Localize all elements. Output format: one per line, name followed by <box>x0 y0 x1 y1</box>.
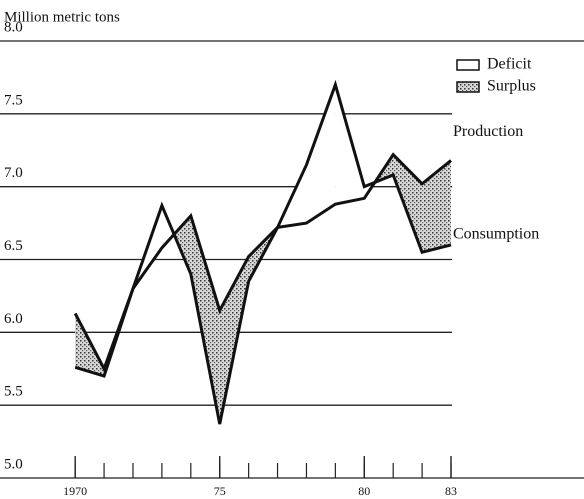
x-tick-label: 80 <box>358 484 370 498</box>
band <box>422 160 452 253</box>
y-tick-label: 7.0 <box>4 165 23 181</box>
x-tick-label: 75 <box>214 484 226 498</box>
band <box>190 215 220 425</box>
legend-swatch <box>456 59 480 71</box>
series-label: Consumption <box>453 226 539 243</box>
legend-label: Deficit <box>487 56 532 73</box>
y-tick-label: 5.5 <box>4 384 23 400</box>
y-tick-label: 7.5 <box>4 92 23 108</box>
y-tick-label: 6.5 <box>4 238 23 254</box>
legend-swatch <box>456 81 480 93</box>
y-tick-label: 8.0 <box>4 19 23 35</box>
band <box>306 84 336 224</box>
band <box>393 154 423 253</box>
y-tick-label: 6.0 <box>4 311 23 327</box>
x-tick-label: 83 <box>445 484 457 498</box>
chart-title: Million metric tons <box>4 9 120 25</box>
series-label: Production <box>453 123 523 140</box>
line <box>74 79 452 425</box>
y-tick-label: 5.0 <box>4 456 23 472</box>
legend-label: Surplus <box>487 78 536 95</box>
x-tick-label: 1970 <box>63 484 87 498</box>
line <box>73 152 452 373</box>
